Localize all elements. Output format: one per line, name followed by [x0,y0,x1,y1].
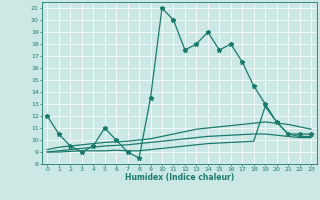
X-axis label: Humidex (Indice chaleur): Humidex (Indice chaleur) [124,173,234,182]
